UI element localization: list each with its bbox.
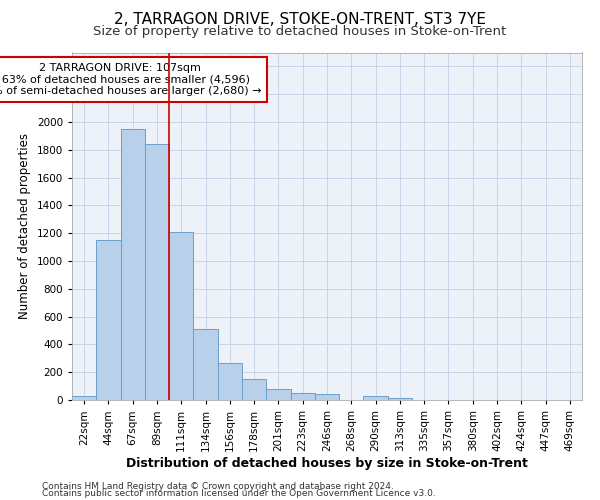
Bar <box>96 240 121 400</box>
Bar <box>315 394 339 400</box>
Bar <box>218 363 242 400</box>
Bar <box>145 144 169 400</box>
Bar <box>290 393 315 400</box>
Bar <box>388 398 412 400</box>
X-axis label: Distribution of detached houses by size in Stoke-on-Trent: Distribution of detached houses by size … <box>126 456 528 469</box>
Text: Contains public sector information licensed under the Open Government Licence v3: Contains public sector information licen… <box>42 489 436 498</box>
Bar <box>169 232 193 400</box>
Text: 2, TARRAGON DRIVE, STOKE-ON-TRENT, ST3 7YE: 2, TARRAGON DRIVE, STOKE-ON-TRENT, ST3 7… <box>114 12 486 28</box>
Text: Contains HM Land Registry data © Crown copyright and database right 2024.: Contains HM Land Registry data © Crown c… <box>42 482 394 491</box>
Bar <box>364 396 388 400</box>
Bar <box>121 129 145 400</box>
Bar <box>266 389 290 400</box>
Y-axis label: Number of detached properties: Number of detached properties <box>18 133 31 320</box>
Text: Size of property relative to detached houses in Stoke-on-Trent: Size of property relative to detached ho… <box>94 25 506 38</box>
Bar <box>72 396 96 400</box>
Bar <box>193 329 218 400</box>
Bar <box>242 379 266 400</box>
Text: 2 TARRAGON DRIVE: 107sqm
← 63% of detached houses are smaller (4,596)
37% of sem: 2 TARRAGON DRIVE: 107sqm ← 63% of detach… <box>0 63 262 96</box>
